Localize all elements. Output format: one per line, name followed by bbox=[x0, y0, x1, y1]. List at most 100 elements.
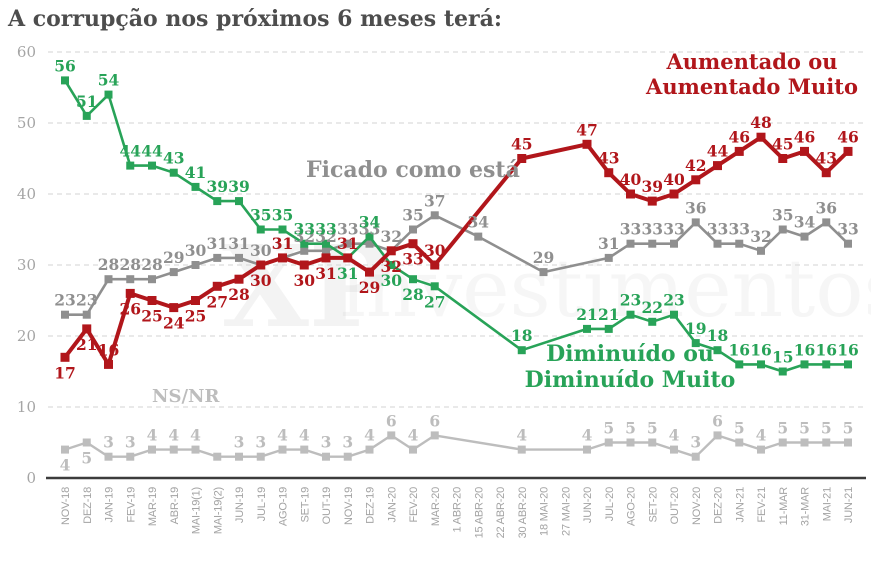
x-tick-label: DEZ-19 bbox=[365, 487, 377, 524]
data-point-marker bbox=[648, 317, 657, 326]
x-tick-label: 11-MAR bbox=[778, 487, 790, 526]
data-label: 5 bbox=[647, 419, 658, 438]
x-tick-label: NOV-19 bbox=[343, 487, 355, 525]
data-label: 30 bbox=[250, 271, 272, 290]
data-label: 31 bbox=[315, 264, 337, 283]
x-tick-label: MAI-21 bbox=[821, 487, 833, 521]
x-tick-label: OUT-19 bbox=[321, 487, 333, 524]
data-point-marker bbox=[626, 239, 635, 248]
series-line bbox=[64, 434, 848, 458]
data-point-marker bbox=[647, 196, 657, 206]
x-tick-label: MAR-20 bbox=[430, 487, 442, 526]
data-label: 43 bbox=[163, 149, 185, 168]
data-point-marker bbox=[778, 367, 787, 376]
data-label: 33 bbox=[620, 220, 642, 239]
data-point-marker bbox=[756, 132, 766, 142]
data-point-marker bbox=[300, 445, 309, 454]
data-label: 28 bbox=[98, 255, 120, 274]
data-label: 31 bbox=[228, 234, 250, 253]
data-label: 30 bbox=[185, 241, 207, 260]
x-tick-label: JUL-20 bbox=[604, 487, 616, 521]
x-tick-label: 22 ABR-20 bbox=[495, 487, 507, 538]
data-point-marker bbox=[82, 438, 91, 447]
data-label: 34 bbox=[467, 213, 489, 232]
data-point-marker bbox=[626, 310, 635, 319]
data-label: 31 bbox=[337, 234, 359, 253]
x-tick-label: 15 ABR-20 bbox=[473, 487, 485, 538]
data-point-marker bbox=[734, 146, 744, 156]
data-label: 46 bbox=[837, 127, 859, 146]
x-tick-label: JUN-19 bbox=[234, 487, 246, 523]
data-label: 4 bbox=[669, 426, 680, 445]
data-point-marker bbox=[191, 296, 200, 305]
data-point-marker bbox=[191, 261, 200, 269]
series-label-aumentado-line2: Aumentado Muito bbox=[646, 73, 858, 99]
data-label: 29 bbox=[359, 278, 381, 297]
x-tick-label: SET-19 bbox=[299, 487, 311, 523]
data-label: 25 bbox=[185, 307, 207, 326]
data-point-marker bbox=[191, 182, 200, 191]
data-label: 4 bbox=[147, 426, 158, 445]
data-label: 23 bbox=[76, 291, 98, 310]
data-label: 33 bbox=[663, 220, 685, 239]
x-tick-label: OUT-20 bbox=[669, 487, 681, 524]
data-point-marker bbox=[409, 445, 417, 454]
data-point-marker bbox=[256, 260, 266, 270]
y-tick-label: 20 bbox=[17, 327, 36, 345]
data-label: 4 bbox=[582, 426, 593, 445]
data-point-marker bbox=[343, 253, 353, 263]
data-label: 54 bbox=[98, 71, 120, 90]
data-point-marker bbox=[387, 431, 396, 440]
data-label: 36 bbox=[685, 198, 707, 217]
data-point-marker bbox=[691, 218, 700, 227]
data-point-marker bbox=[844, 438, 852, 447]
data-label: 41 bbox=[185, 163, 207, 182]
series-label-aumentado: Aumentado ou Aumentado Muito bbox=[636, 49, 868, 100]
data-label: 44 bbox=[119, 142, 141, 161]
data-label: 31 bbox=[598, 234, 620, 253]
data-label: 45 bbox=[772, 135, 794, 154]
data-label: 3 bbox=[103, 433, 114, 452]
data-label: 3 bbox=[125, 433, 136, 452]
data-label: 18 bbox=[707, 326, 729, 345]
x-tick-label: FEV-21 bbox=[756, 487, 768, 523]
data-label: 43 bbox=[815, 149, 837, 168]
data-point-marker bbox=[669, 189, 679, 199]
data-point-marker bbox=[821, 168, 831, 178]
data-label: 21 bbox=[598, 305, 620, 324]
data-point-marker bbox=[278, 253, 287, 263]
data-label: 23 bbox=[620, 291, 642, 310]
data-label: 3 bbox=[234, 433, 245, 452]
data-point-marker bbox=[583, 324, 591, 333]
data-label: 27 bbox=[424, 292, 446, 311]
data-point-marker bbox=[234, 274, 244, 284]
data-label: 29 bbox=[533, 248, 555, 267]
data-label: 16 bbox=[750, 340, 772, 359]
x-tick-label: FEV-19 bbox=[125, 487, 137, 523]
data-label: 5 bbox=[799, 419, 810, 438]
data-label: 23 bbox=[663, 291, 685, 310]
data-label: 24 bbox=[163, 314, 185, 333]
data-label: 6 bbox=[429, 411, 440, 430]
data-label: 46 bbox=[794, 127, 816, 146]
data-point-marker bbox=[539, 268, 548, 277]
data-point-marker bbox=[430, 260, 440, 270]
series-label-diminuido-line2: Diminuído Muito bbox=[524, 366, 736, 393]
data-point-marker bbox=[778, 225, 787, 234]
data-label: 35 bbox=[402, 206, 424, 225]
data-label: 31 bbox=[272, 234, 294, 253]
x-tick-label: MAI-19(2) bbox=[212, 487, 224, 534]
data-point-marker bbox=[408, 239, 418, 249]
data-point-marker bbox=[365, 232, 374, 241]
data-label: 19 bbox=[685, 319, 707, 338]
data-label: 3 bbox=[255, 433, 266, 452]
data-label: 32 bbox=[750, 227, 772, 246]
data-label: 4 bbox=[190, 426, 201, 445]
data-label: 16 bbox=[98, 340, 120, 359]
x-tick-label: AGO-20 bbox=[626, 487, 638, 526]
data-label: 33 bbox=[728, 220, 750, 239]
data-point-marker bbox=[169, 303, 179, 313]
y-tick-label: 0 bbox=[26, 469, 36, 487]
x-tick-label: JAN-19 bbox=[104, 487, 116, 523]
